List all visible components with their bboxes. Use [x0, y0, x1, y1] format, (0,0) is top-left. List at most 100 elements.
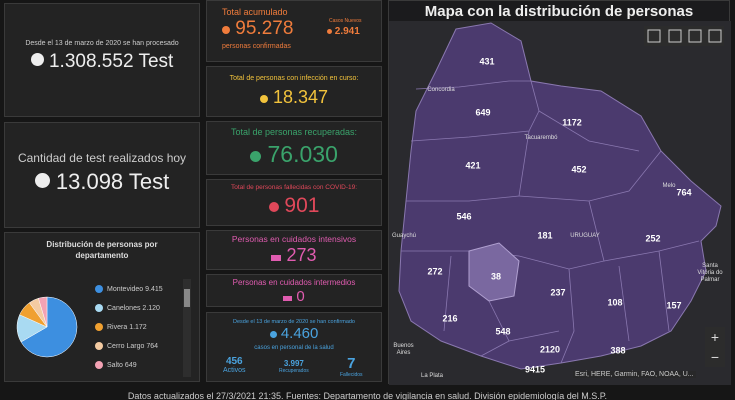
staff-row: 4.460 [207, 325, 381, 342]
department-count: 2120 [540, 344, 560, 354]
recovered-row: 76.030 [207, 141, 381, 168]
intermediate-panel: Personas en cuidados intermedios 0 [206, 274, 382, 307]
department-count: 216 [442, 313, 457, 323]
legend-swatch [95, 342, 103, 350]
department-count: 237 [550, 287, 565, 297]
accumulated-panel: Total acumulado 95.278 personas confirma… [206, 0, 382, 62]
department-count: 181 [537, 230, 552, 240]
icu-row: 273 [207, 245, 381, 266]
deceased-label: Total de personas fallecidas con COVID-1… [230, 184, 358, 191]
today-panel: Cantidad de test realizados hoy 13.098 T… [4, 122, 200, 228]
department-count: 388 [610, 345, 625, 355]
department-count: 9415 [525, 364, 545, 374]
place-label: Concordia [427, 87, 455, 93]
person-icon [327, 29, 332, 34]
intermediate-row: 0 [207, 288, 381, 305]
legend-swatch [95, 323, 103, 331]
map[interactable]: 431 649 1172 421 452 764 546 181 252 272 38 237 108 1… [389, 1, 731, 385]
icu-panel: Personas en cuidados intensivos 273 [206, 230, 382, 270]
department-count: 252 [645, 233, 660, 243]
staff-recovered-label: Recuperados [279, 368, 309, 374]
zoom-out[interactable]: − [710, 349, 720, 365]
pie-chart [16, 296, 78, 358]
pie-slice [20, 296, 78, 358]
bed-icon [271, 255, 282, 261]
zoom-in[interactable]: + [710, 329, 720, 345]
department-count: 421 [465, 160, 480, 170]
department-count: 1172 [562, 117, 582, 127]
staff-active: 456 Activos [223, 356, 246, 374]
tests-panel: Desde el 13 de marzo de 2020 se han proc… [4, 3, 200, 117]
legend-swatch [95, 361, 103, 369]
deceased-panel: Total de personas fallecidas con COVID-1… [206, 179, 382, 226]
deceased-value: 901 [284, 194, 320, 217]
intermediate-label: Personas en cuidados intermedios [232, 278, 356, 287]
legend-name: Canelones [107, 304, 141, 312]
tests-since: Desde el 13 de marzo de 2020 se han proc… [25, 40, 179, 47]
legend-value: 764 [146, 342, 158, 350]
active-row: 18.347 [207, 87, 381, 108]
intermediate-value: 0 [296, 288, 305, 305]
legend-item: Salto 649 [95, 361, 137, 369]
legend-name: Salto [107, 361, 123, 369]
accumulated-row: 95.278 [222, 18, 293, 40]
legend-name: Rivera [107, 323, 128, 331]
map-title: Mapa con la distribución de personas [424, 3, 694, 20]
person-icon [259, 95, 268, 103]
layers-button[interactable] [688, 29, 702, 43]
accumulated-sub: personas confirmadas [222, 43, 291, 50]
qr-button[interactable] [708, 29, 722, 43]
place-label: La Plata [420, 373, 444, 379]
legend-value: 1.172 [129, 323, 147, 331]
staff-active-label: Activos [223, 367, 246, 374]
new-row: 2.941 [327, 26, 360, 37]
accumulated-label: Total acumulado [222, 7, 288, 17]
staff-deceased-label: Fallecidos [340, 372, 363, 378]
highlighted-department[interactable] [468, 242, 520, 302]
list-button[interactable] [668, 29, 682, 43]
legend-item: Canelones 2.120 [95, 304, 160, 312]
place-label: Tacuarembó [524, 135, 558, 141]
today-label: Cantidad de test realizados hoy [17, 151, 187, 165]
staff-since: Desde el 13 de marzo de 2020 se han conf… [233, 319, 355, 325]
place-label: Melo [662, 183, 676, 189]
map-toolbar [644, 26, 724, 46]
person-icon [250, 151, 262, 162]
bed-icon [283, 296, 293, 301]
department-count: 452 [571, 164, 586, 174]
place-label: Guaychú [391, 233, 416, 239]
staff-deceased: 7 Fallecidos [340, 355, 363, 378]
legend-value: 9.415 [145, 285, 163, 293]
department-count: 649 [475, 107, 490, 117]
active-label: Total de personas con infección en curso… [229, 75, 359, 82]
new-value: 2.941 [334, 26, 360, 37]
legend-item: Montevideo 9.415 [95, 285, 163, 293]
department-count: 764 [676, 187, 691, 197]
legend-name: Cerro Largo [107, 342, 145, 350]
person-icon [268, 202, 279, 212]
staff-sub: casos en personal de la salud [254, 345, 334, 351]
scrollbar [183, 279, 191, 377]
department-count: 157 [666, 300, 681, 310]
home-button[interactable] [647, 29, 661, 43]
staff-recovered: 3.997 Recuperados [279, 359, 309, 374]
department-count: 546 [456, 211, 471, 221]
scroll-thumb[interactable] [184, 289, 190, 307]
attribution: Esri, HERE, Garmin, FAO, NOAA, U... [573, 371, 696, 378]
staff-deceased-value: 7 [347, 355, 356, 372]
legend-swatch [95, 285, 103, 293]
legend-swatch [95, 304, 103, 312]
place-label: URUGUAY [570, 233, 600, 239]
department-borders [401, 80, 700, 364]
department-count: 272 [427, 266, 442, 276]
department-count: 38 [491, 271, 501, 281]
info-icon [34, 173, 50, 188]
staff-recovered-value: 3.997 [283, 359, 304, 368]
department-count: 431 [479, 56, 494, 66]
active-value: 18.347 [272, 87, 329, 107]
health-staff-panel: Desde el 13 de marzo de 2020 se han conf… [206, 312, 382, 382]
legend-item: Rivera 1.172 [95, 323, 147, 331]
person-icon [269, 331, 277, 338]
zoom-control [705, 327, 725, 367]
active-panel: Total de personas con infección en curso… [206, 66, 382, 117]
